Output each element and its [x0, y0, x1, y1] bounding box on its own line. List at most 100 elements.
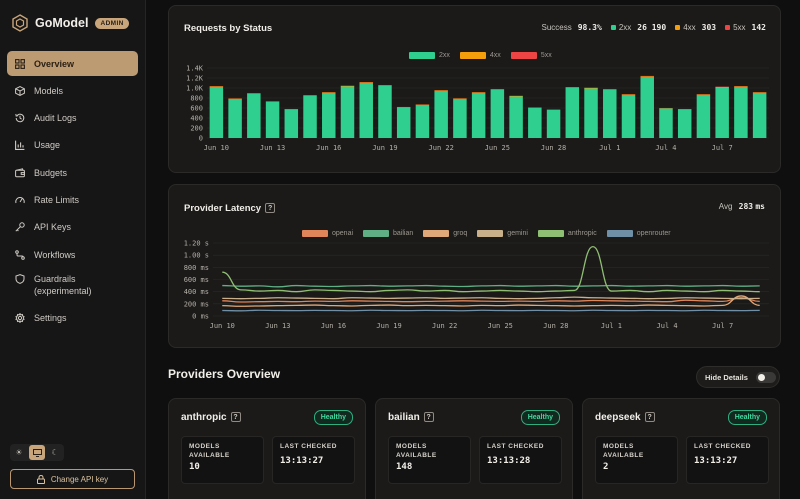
series-line-openai — [222, 297, 760, 303]
legend-label: openrouter — [636, 230, 671, 237]
legend-label: openai — [332, 230, 354, 237]
legend-item-openrouter[interactable]: openrouter — [606, 230, 671, 237]
sidebar-item-rate-limits[interactable]: Rate Limits — [7, 187, 138, 212]
last-checked-stat: LAST CHECKED 13:13:28 — [479, 436, 562, 484]
requests-chart-legend: 2xx 4xx 5xx — [409, 52, 552, 59]
sidebar-item-settings[interactable]: Settings — [7, 306, 138, 331]
help-icon[interactable]: ? — [230, 412, 241, 423]
sidebar-item-audit-logs[interactable]: Audit Logs — [7, 106, 138, 131]
sun-icon: ☀ — [15, 448, 23, 457]
sidebar-item-budgets[interactable]: Budgets — [7, 160, 138, 185]
latency-avg-value: 283 — [738, 202, 754, 211]
status-badge: Healthy — [520, 410, 560, 425]
x-tick-label: Jun 22 — [432, 322, 457, 330]
help-icon[interactable]: ? — [265, 203, 276, 214]
help-icon[interactable]: ? — [423, 412, 434, 423]
x-tick-label: Jun 25 — [488, 322, 513, 330]
bar-2xx-jul-8 — [734, 87, 748, 138]
workflow-icon — [15, 249, 25, 260]
hide-details-switch[interactable] — [755, 371, 776, 383]
moon-icon: ☾ — [51, 448, 59, 457]
brand-name: GoModel — [35, 16, 89, 30]
legend-item-openai[interactable]: openai — [302, 230, 353, 237]
bar-4xx-jul-7 — [715, 86, 729, 88]
bar-2xx-jun-27 — [528, 108, 542, 138]
legend-swatch — [606, 230, 633, 237]
x-tick-label: Jun 19 — [372, 144, 397, 152]
sidebar-item-overview[interactable]: Overview — [7, 51, 138, 76]
5xx-dot — [725, 25, 731, 30]
brand[interactable]: GoModel ADMIN — [12, 12, 129, 34]
series-line-anthropic — [222, 245, 760, 293]
series-line-openrouter — [222, 309, 760, 312]
sidebar-item-models[interactable]: Models — [7, 78, 138, 103]
legend-item-groq[interactable]: groq — [423, 230, 467, 237]
x-tick-label: Jun 28 — [541, 144, 566, 152]
provider-name-text: bailian — [388, 412, 420, 423]
bar-2xx-jun-30 — [584, 88, 598, 138]
light-theme-button[interactable]: ☀ — [11, 445, 27, 460]
stat-value: 148 — [396, 462, 413, 472]
bar-2xx-jun-29 — [565, 88, 580, 138]
bar-2xx-jul-9 — [752, 93, 767, 138]
dark-theme-button[interactable]: ☾ — [47, 445, 63, 460]
bar-4xx-jul-6 — [696, 94, 711, 95]
sidebar-nav: Overview Models Audit Logs Usage Budgets… — [7, 51, 138, 333]
y-tick-label: 200 ms — [184, 300, 209, 308]
sidebar-item-workflows[interactable]: Workflows — [7, 242, 138, 267]
sidebar-item-label: Guardrails (experimental) — [34, 274, 92, 297]
sidebar-item-usage[interactable]: Usage — [7, 133, 138, 158]
grid-icon — [15, 58, 25, 69]
4xx-value: 303 — [701, 23, 717, 32]
status-badge: Healthy — [727, 410, 767, 425]
sidebar-item-guardrails[interactable]: Guardrails (experimental) — [7, 269, 138, 303]
requests-card-title: Requests by Status — [184, 23, 273, 34]
bar-4xx-jun-19 — [378, 85, 392, 86]
legend-item-gemini[interactable]: gemini — [477, 230, 528, 237]
legend-item-bailian[interactable]: bailian — [363, 230, 413, 237]
bar-2xx-jun-22 — [434, 91, 448, 138]
x-tick-label: Jun 16 — [321, 322, 346, 330]
stat-label: LAST CHECKED — [694, 443, 751, 450]
bar-4xx-jun-30 — [584, 87, 598, 89]
last-checked-stat: LAST CHECKED 13:13:27 — [272, 436, 355, 484]
system-theme-button[interactable] — [29, 445, 45, 460]
2xx-value: 26 190 — [637, 23, 667, 32]
bar-4xx-jun-24 — [471, 92, 486, 93]
legend-item-2xx[interactable]: 2xx — [409, 52, 450, 59]
wallet-icon — [15, 167, 25, 177]
legend-item-5xx[interactable]: 5xx — [510, 52, 552, 59]
y-tick-label: 1.00 s — [184, 252, 209, 260]
bar-2xx-jun-15 — [303, 96, 317, 138]
bar-2xx-jun-28 — [546, 110, 561, 138]
sidebar-item-api-keys[interactable]: API Keys — [7, 215, 138, 240]
bar-2xx-jun-20 — [396, 107, 411, 138]
provider-card-deepseek: deepseek? Healthy MODELS AVAILABLE 2 LAS… — [582, 398, 780, 499]
key-icon — [15, 222, 25, 232]
stat-label: MODELS AVAILABLE — [189, 443, 230, 459]
2xx-dot — [610, 25, 616, 30]
legend-item-4xx[interactable]: 4xx — [459, 52, 501, 59]
latency-line-chart: 0 ms 200 ms 400 ms 600 ms 800 ms 1.00 s 1.20 s… — [184, 240, 769, 330]
stat-value: 13:13:27 — [694, 455, 738, 466]
change-api-key-button[interactable]: Change API key — [10, 469, 135, 489]
bar-2xx-jun-14 — [284, 109, 299, 138]
x-tick-label: Jul 7 — [712, 322, 733, 330]
y-tick-label: 800 ms — [184, 264, 209, 272]
hide-details-toggle[interactable]: Hide Details — [696, 366, 780, 388]
legend-label: 4xx — [489, 52, 501, 59]
y-tick-label: 1.4K — [186, 65, 204, 73]
y-tick-label: 400 — [190, 115, 203, 123]
provider-name: bailian? — [388, 412, 434, 423]
help-icon[interactable]: ? — [644, 412, 655, 423]
x-tick-label: Jun 13 — [265, 322, 290, 330]
admin-badge: ADMIN — [95, 17, 129, 29]
legend-item-anthropic[interactable]: anthropic — [537, 230, 597, 237]
provider-name: anthropic? — [181, 412, 241, 423]
legend-label: groq — [453, 230, 468, 237]
legend-label: bailian — [393, 230, 414, 237]
provider-name: deepseek? — [595, 412, 655, 423]
bar-2xx-jun-13 — [265, 102, 280, 138]
y-tick-label: 600 — [190, 105, 203, 113]
bar-4xx-jul-8 — [734, 86, 748, 87]
